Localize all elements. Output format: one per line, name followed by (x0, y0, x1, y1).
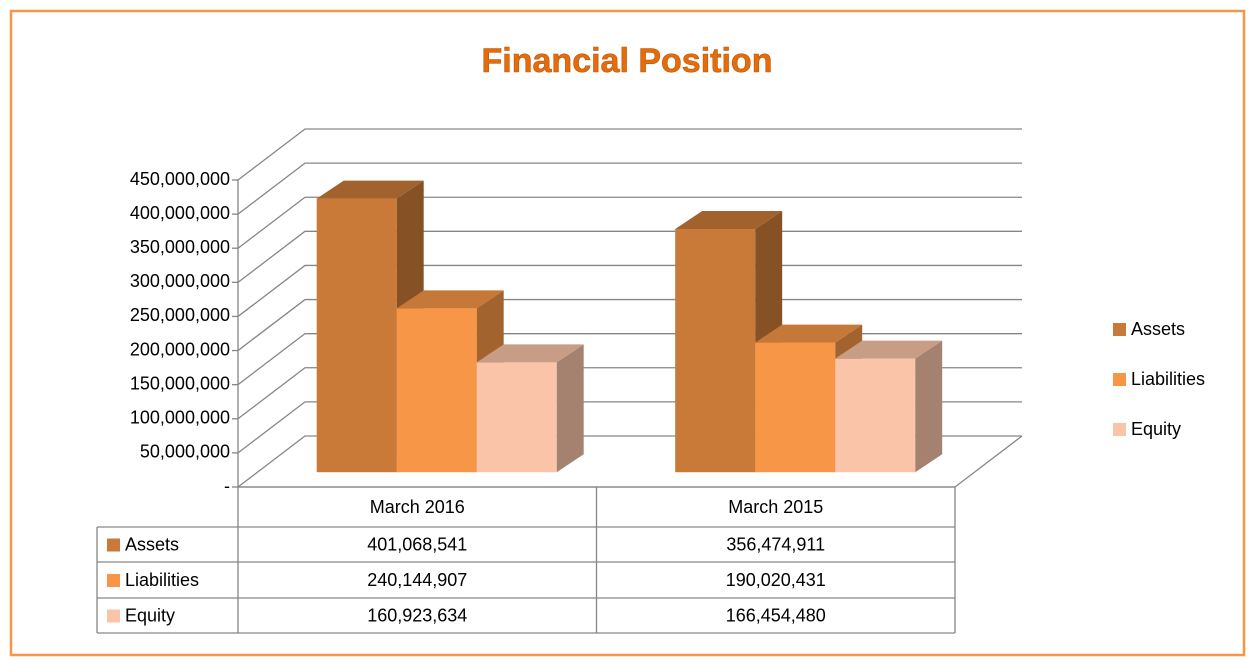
y-tick-label: 250,000,000 (130, 305, 230, 325)
y-tick-label: 300,000,000 (130, 271, 230, 291)
bar (476, 362, 557, 473)
table-cell: 356,474,911 (726, 534, 825, 554)
table-row-label: Liabilities (125, 570, 199, 590)
legend-swatch (1113, 423, 1126, 436)
table-header: March 2015 (728, 497, 823, 517)
legend-label: Liabilities (1131, 369, 1205, 389)
table-cell: 190,020,431 (726, 570, 826, 590)
legend-label: Assets (1131, 319, 1185, 339)
bar-top (316, 180, 424, 199)
y-tick-label: 350,000,000 (130, 237, 230, 257)
table-swatch (107, 574, 120, 587)
grid-line (237, 128, 1022, 181)
y-tick-label: 50,000,000 (140, 442, 230, 462)
table-cell: 240,144,907 (367, 570, 467, 590)
bar-side (556, 344, 584, 473)
grid-line (237, 230, 1022, 283)
table-header: March 2016 (370, 497, 465, 517)
bar-top (755, 324, 863, 343)
table-swatch (107, 538, 120, 552)
bar (675, 229, 756, 473)
bar (316, 198, 397, 473)
y-tick-label: 450,000,000 (130, 169, 230, 189)
bar-side (915, 340, 943, 473)
bar-top (396, 290, 504, 309)
grid-line (237, 162, 1022, 215)
table-cell: 160,923,634 (367, 605, 467, 625)
y-tick-label: 150,000,000 (130, 373, 230, 393)
y-tick-label: 400,000,000 (130, 203, 230, 223)
bar (755, 342, 836, 473)
y-tick-label: 100,000,000 (130, 408, 230, 428)
legend-swatch (1113, 373, 1126, 386)
bar-top (675, 211, 783, 230)
table-cell: 401,068,541 (367, 534, 467, 554)
grid-line (237, 264, 1022, 317)
table-swatch (107, 609, 120, 623)
legend-label: Equity (1131, 419, 1181, 439)
chart-title: Financial Position (482, 42, 773, 80)
y-tick-label: - (224, 476, 230, 496)
grid-line (237, 196, 1022, 249)
table-row-label: Equity (125, 605, 175, 625)
bar-top (835, 340, 943, 359)
y-tick-label: 200,000,000 (130, 339, 230, 359)
bar-top (476, 344, 584, 363)
legend-swatch (1113, 323, 1126, 336)
chart-border (9, 9, 1246, 657)
table-row-label: Assets (125, 534, 179, 554)
bar (396, 308, 477, 473)
table-cell: 166,454,480 (726, 605, 826, 625)
grid-line (237, 298, 1022, 352)
bar (835, 358, 916, 473)
